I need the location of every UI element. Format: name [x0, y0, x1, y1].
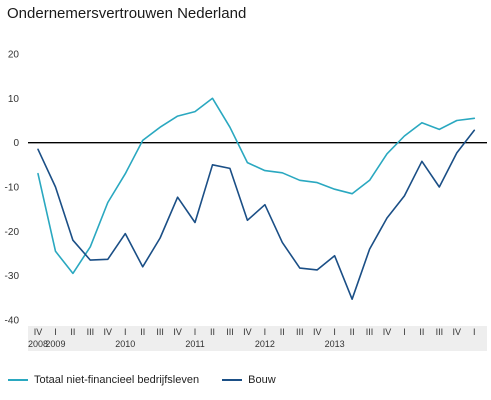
x-tick-year: 2012: [255, 339, 275, 349]
x-tick-quarter: I: [333, 327, 336, 337]
x-tick-quarter: II: [350, 327, 355, 337]
series-line-1: [37, 129, 476, 301]
x-tick-quarter: II: [280, 327, 285, 337]
x-tick-quarter: I: [264, 327, 267, 337]
x-tick-quarter: IV: [313, 327, 322, 337]
x-tick-quarter: III: [436, 327, 444, 337]
x-tick-year: 2011: [185, 339, 204, 349]
x-tick-year: 2010: [115, 339, 135, 349]
legend-label-bouw: Bouw: [248, 374, 276, 386]
y-tick-label: -20: [5, 227, 20, 238]
x-tick-quarter: I: [54, 327, 57, 337]
x-tick-quarter: IV: [243, 327, 252, 337]
x-tick-quarter: IV: [173, 327, 182, 337]
legend-item-bouw: Bouw: [222, 374, 276, 386]
x-tick-quarter: III: [226, 327, 234, 337]
x-tick-quarter: II: [140, 327, 145, 337]
x-tick-quarter: IV: [453, 327, 462, 337]
x-tick-quarter: I: [194, 327, 197, 337]
legend-item-total: Totaal niet-financieel bedrijfsleven: [8, 374, 199, 386]
series-line-0: [37, 97, 476, 275]
y-tick-label: 10: [8, 94, 20, 105]
y-tick-label: -30: [5, 271, 20, 282]
x-tick-quarter: III: [87, 327, 95, 337]
x-tick-quarter: II: [419, 327, 424, 337]
x-tick-year: 2009: [45, 339, 65, 349]
legend-label-total: Totaal niet-financieel bedrijfsleven: [34, 374, 200, 386]
x-tick-quarter: III: [366, 327, 374, 337]
x-tick-year: 2008: [28, 339, 48, 349]
x-tick-quarter: II: [210, 327, 215, 337]
y-tick-label: -40: [5, 316, 20, 327]
x-tick-quarter: I: [403, 327, 406, 337]
x-tick-quarter: III: [296, 327, 304, 337]
x-tick-quarter: I: [473, 327, 476, 337]
x-tick-quarter: III: [156, 327, 164, 337]
x-tick-quarter: II: [70, 327, 75, 337]
y-tick-label: 20: [8, 50, 20, 61]
x-tick-quarter: IV: [34, 327, 43, 337]
x-tick-year: 2013: [325, 339, 345, 349]
x-tick-quarter: I: [124, 327, 127, 337]
legend: Totaal niet-financieel bedrijfsleven Bou…: [8, 372, 296, 386]
x-tick-quarter: IV: [383, 327, 392, 337]
legend-swatch-total: [8, 379, 28, 381]
y-tick-label: -10: [5, 183, 20, 194]
legend-swatch-bouw: [222, 379, 243, 381]
x-axis-band: [28, 326, 487, 351]
x-tick-quarter: IV: [104, 327, 113, 337]
y-tick-label: 0: [13, 138, 19, 149]
series-layer: [28, 97, 487, 301]
y-axis: 20 10 0 -10 -20 -30 -40: [5, 50, 20, 327]
chart-title: Ondernemersvertrouwen Nederland: [7, 5, 247, 22]
